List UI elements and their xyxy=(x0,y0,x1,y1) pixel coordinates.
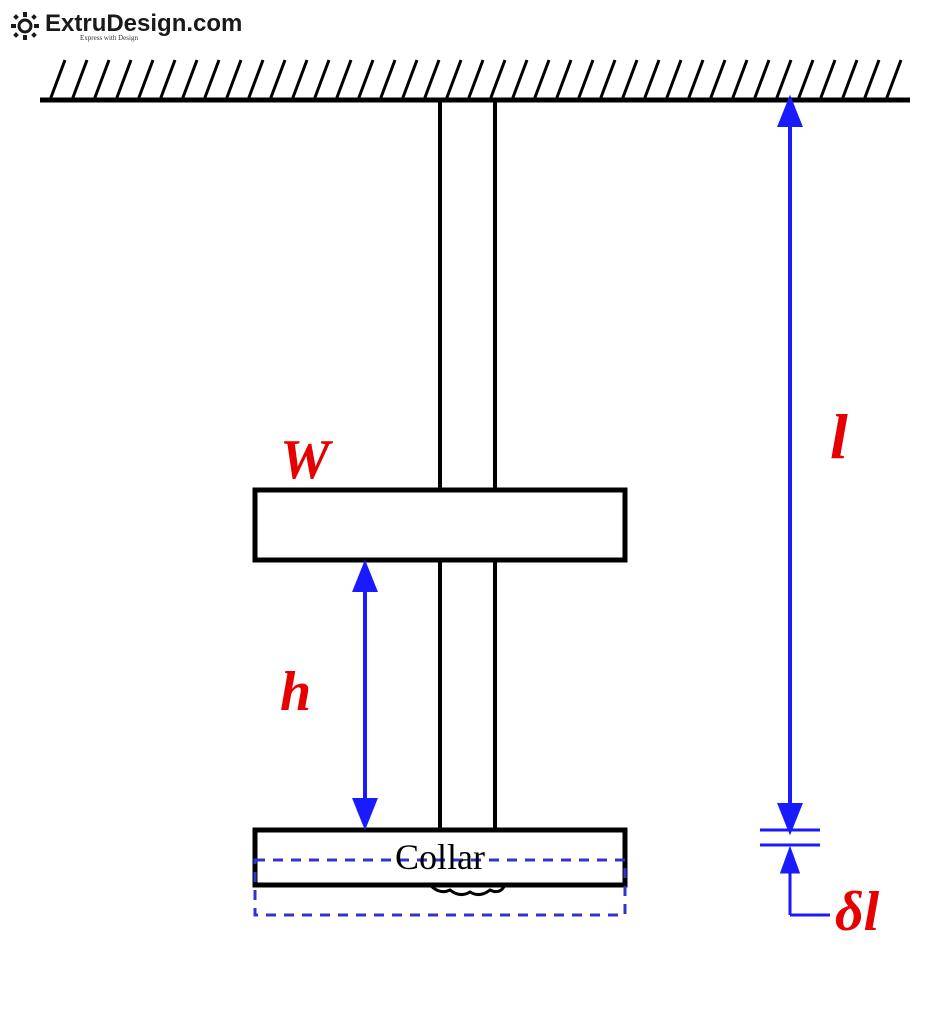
length-label: l xyxy=(830,400,848,474)
weight-label: W xyxy=(280,428,330,492)
delta-l-indicator xyxy=(760,830,830,915)
length-arrow-l xyxy=(780,100,800,830)
ceiling-hatching xyxy=(50,60,901,100)
collar-label: Collar xyxy=(395,836,485,878)
delta-length-label: δl xyxy=(835,880,879,944)
vertical-bar xyxy=(440,100,495,830)
height-arrow-h xyxy=(355,565,375,825)
height-label: h xyxy=(280,660,311,724)
weight-block xyxy=(255,490,625,560)
